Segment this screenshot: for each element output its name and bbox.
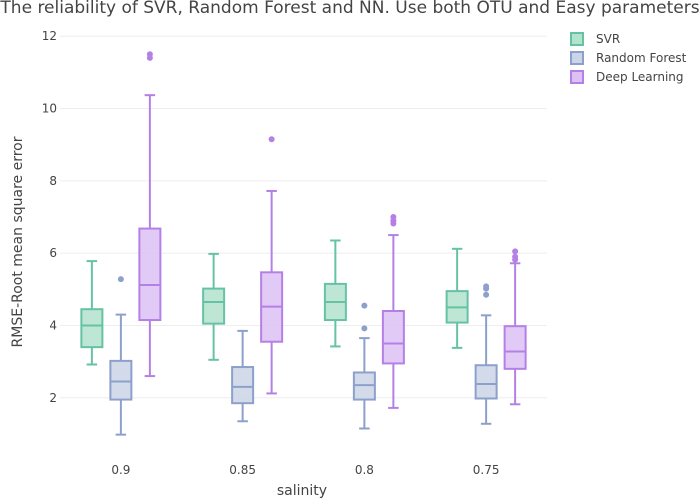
outlier-point[interactable]	[146, 51, 153, 58]
outlier-point[interactable]	[117, 276, 124, 283]
box-mark[interactable]	[381, 214, 405, 409]
y-tick-label: 2	[49, 391, 57, 405]
x-tick-label: 0.85	[229, 463, 256, 477]
y-tick-label: 10	[42, 102, 57, 116]
y-tick-label: 4	[49, 318, 57, 332]
iqr-box	[80, 308, 104, 349]
y-tick-label: 8	[49, 174, 57, 188]
x-tick-label: 0.9	[111, 463, 130, 477]
box-mark[interactable]	[352, 302, 376, 430]
chart-title: The reliability of SVR, Random Forest an…	[0, 0, 700, 18]
x-tick-label: 0.75	[473, 463, 500, 477]
box-mark[interactable]	[503, 248, 527, 406]
iqr-box	[138, 227, 162, 322]
legend-item[interactable]: SVR	[570, 32, 620, 46]
boxes-layer	[80, 51, 527, 436]
y-tick-label: 6	[49, 246, 57, 260]
outlier-point[interactable]	[361, 302, 368, 309]
legend-item[interactable]: Deep Learning	[570, 70, 684, 84]
legend-swatch	[570, 70, 584, 84]
x-tick-label: 0.8	[355, 463, 374, 477]
x-axis-ticks: 0.9 0.85 0.8 0.75	[111, 463, 499, 477]
legend-swatch	[570, 32, 584, 46]
outlier-point[interactable]	[512, 253, 519, 260]
outlier-point[interactable]	[512, 248, 519, 255]
outlier-point[interactable]	[390, 214, 397, 220]
box-mark[interactable]	[323, 239, 347, 348]
outlier-point[interactable]	[483, 283, 490, 290]
box-mark[interactable]	[202, 252, 226, 361]
legend-label: SVR	[596, 32, 620, 46]
iqr-box	[202, 287, 226, 325]
legend: SVR Random Forest Deep Learning	[570, 32, 687, 84]
box-mark[interactable]	[109, 276, 133, 436]
legend-swatch	[570, 51, 584, 65]
series-deep-learning	[138, 51, 527, 409]
legend-label: Random Forest	[596, 51, 687, 65]
y-tick-label: 12	[42, 29, 57, 43]
iqr-box	[381, 310, 405, 365]
box-mark[interactable]	[474, 283, 498, 425]
iqr-box	[109, 359, 133, 401]
iqr-box	[231, 366, 255, 405]
iqr-box	[503, 325, 527, 370]
box-mark[interactable]	[80, 260, 104, 366]
box-mark[interactable]	[231, 329, 255, 423]
series-svr	[80, 239, 469, 366]
legend-item[interactable]: Random Forest	[570, 51, 687, 65]
outlier-point[interactable]	[268, 136, 275, 143]
x-axis-label: salinity	[277, 483, 327, 499]
outlier-point[interactable]	[361, 325, 368, 332]
y-axis-ticks: 2 4 6 8 10 12	[42, 29, 57, 405]
series-random-forest	[109, 276, 498, 436]
y-axis-label: RMSE-Root mean square error	[10, 136, 26, 347]
box-mark[interactable]	[260, 136, 284, 395]
grid-layer	[60, 35, 547, 399]
iqr-box	[474, 364, 498, 400]
outlier-point[interactable]	[483, 291, 490, 298]
box-mark[interactable]	[445, 247, 469, 349]
legend-label: Deep Learning	[596, 70, 684, 84]
box-mark[interactable]	[138, 51, 162, 378]
